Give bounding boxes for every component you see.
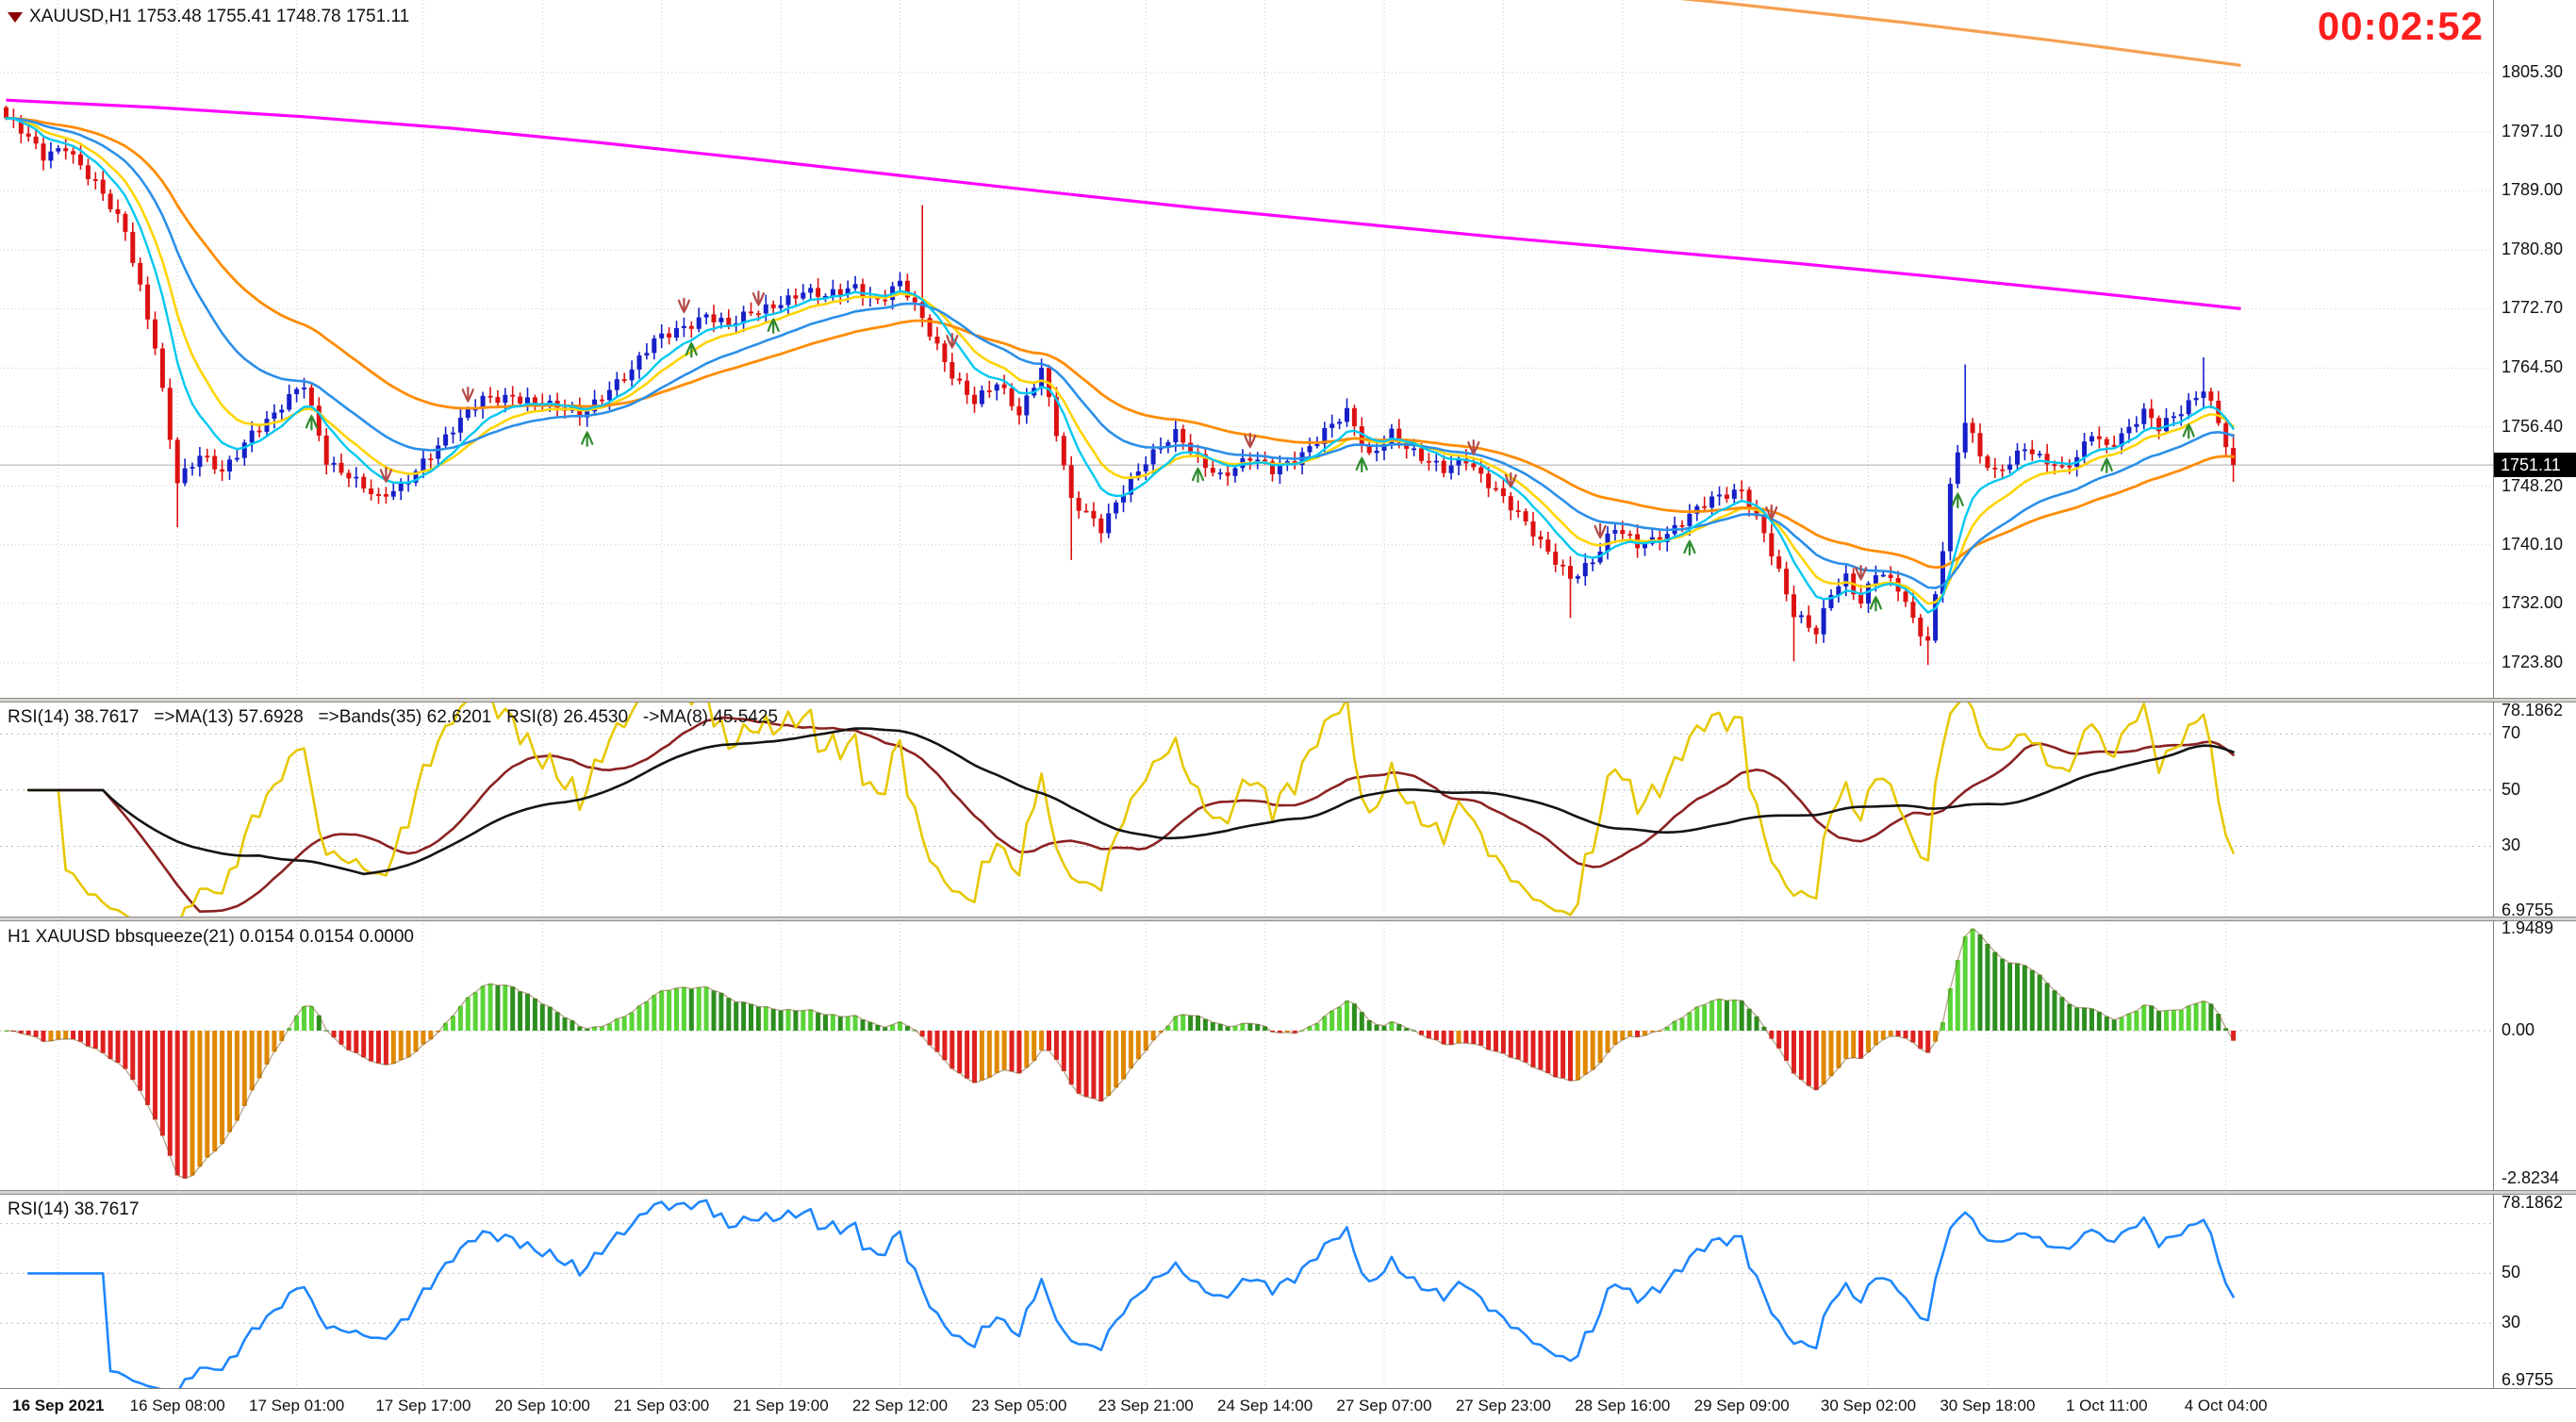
price-scale-label: 1756.40: [2502, 416, 2564, 436]
price-scale-label: 1723.80: [2502, 652, 2564, 671]
rsi-scale-label: 70: [2502, 723, 2521, 743]
price-scale-label: 1748.20: [2502, 475, 2564, 495]
time-axis-label: 21 Sep 03:00: [614, 1397, 710, 1414]
price-scale-label: 1805.30: [2502, 62, 2564, 81]
rsi-scale-label: 6.9755: [2502, 901, 2554, 919]
panel-separator[interactable]: [0, 1190, 2576, 1195]
time-axis-label: 27 Sep 07:00: [1336, 1397, 1432, 1414]
time-axis-label: 22 Sep 12:00: [851, 1397, 949, 1414]
symbol-ohlc-label: XAUUSD,H1 1753.48 1755.41 1748.78 1751.1…: [29, 7, 410, 26]
time-axis-label: 29 Sep 09:00: [1693, 1397, 1790, 1414]
time-axis-label: 17 Sep 01:00: [249, 1397, 345, 1414]
time-axis-label: 27 Sep 23:00: [1455, 1397, 1551, 1414]
price-scale-label: 1780.80: [2502, 240, 2564, 259]
rsi2-panel-header: RSI(14) 38.7617: [8, 1199, 140, 1219]
rsi2-scale-label: 6.9755: [2502, 1370, 2554, 1389]
panel-separator[interactable]: [0, 917, 2576, 921]
time-axis-label: 30 Sep 02:00: [1820, 1397, 1917, 1414]
time-axis-label: 30 Sep 18:00: [1940, 1397, 2036, 1414]
squeeze-scale-label: 1.9489: [2502, 918, 2554, 937]
rsi2-scale-label: 50: [2502, 1263, 2521, 1282]
price-scale[interactable]: 1805.30 1797.10 1789.00 1780.80 1772.70 1764.…: [2493, 0, 2576, 1422]
price-scale-label: 1732.00: [2502, 592, 2564, 612]
symbol-marker-icon: [8, 11, 23, 23]
panel-separator[interactable]: [0, 698, 2576, 703]
time-axis-label: 28 Sep 16:00: [1575, 1397, 1671, 1414]
candle-countdown-timer: 00:02:52: [2317, 4, 2484, 48]
price-scale-label: 1764.50: [2502, 357, 2564, 377]
time-axis-label: 16 Sep 2021: [12, 1397, 105, 1414]
price-scale-label: 1772.70: [2502, 298, 2564, 318]
price-scale-label: 1789.00: [2502, 180, 2564, 200]
time-axis-label: 23 Sep 21:00: [1098, 1397, 1194, 1414]
rsi-scale-label: 78.1862: [2502, 701, 2564, 719]
price-scale-label: 1797.10: [2502, 121, 2564, 141]
squeeze-panel-header: H1 XAUUSD bbsqueeze(21) 0.0154 0.0154 0.…: [8, 927, 414, 947]
time-axis-label: 23 Sep 05:00: [971, 1397, 1067, 1414]
time-axis-label: 17 Sep 17:00: [375, 1397, 471, 1414]
rsi-panel-header: RSI(14) 38.7617 =>MA(13) 57.6928 =>Bands…: [8, 707, 778, 727]
rsi2-scale-label: 30: [2502, 1313, 2521, 1332]
time-axis[interactable]: 16 Sep 2021 16 Sep 08:00 17 Sep 01:00 17 Se…: [0, 1388, 2576, 1422]
time-axis-label: 21 Sep 19:00: [733, 1397, 829, 1414]
time-axis-label: 24 Sep 14:00: [1217, 1397, 1313, 1414]
rsi-scale-label: 50: [2502, 779, 2521, 799]
time-axis-label: 1 Oct 11:00: [2065, 1397, 2148, 1414]
current-price-tag: 1751.11: [2494, 453, 2576, 478]
rsi-scale-label: 30: [2502, 835, 2521, 855]
chart-title: XAUUSD,H1 1753.48 1755.41 1748.78 1751.1…: [8, 7, 409, 27]
time-axis-label: 20 Sep 10:00: [494, 1397, 590, 1414]
squeeze-scale-label: -2.8234: [2502, 1167, 2560, 1187]
squeeze-scale-label: 0.00: [2502, 1020, 2535, 1039]
time-axis-label: 16 Sep 08:00: [129, 1397, 225, 1414]
price-scale-label: 1740.10: [2502, 534, 2564, 554]
time-axis-label: 4 Oct 04:00: [2184, 1397, 2268, 1414]
rsi2-scale-label: 78.1862: [2502, 1193, 2564, 1212]
